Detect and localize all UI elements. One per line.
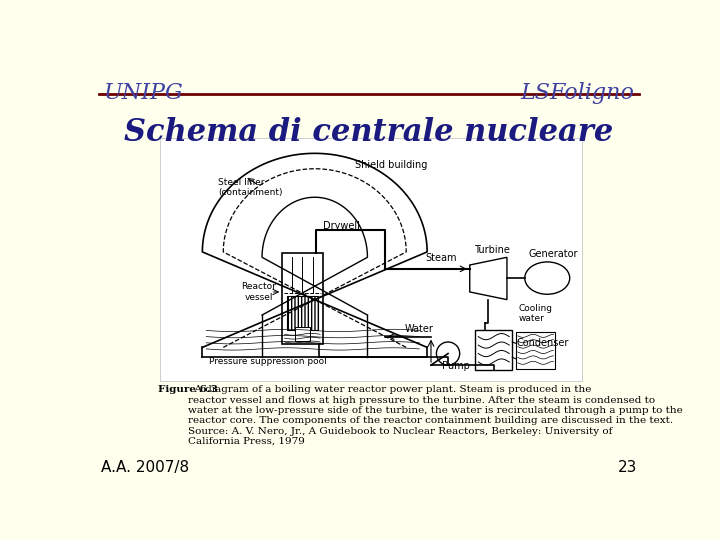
Text: Steam: Steam	[426, 253, 457, 263]
Text: Schema di centrale nucleare: Schema di centrale nucleare	[125, 117, 613, 148]
Ellipse shape	[525, 262, 570, 294]
Bar	[475, 330, 513, 370]
Bar	[294, 327, 310, 341]
Text: Cooling
water: Cooling water	[518, 304, 552, 323]
Text: Pressure suppression pool: Pressure suppression pool	[210, 357, 327, 366]
Bar	[282, 253, 323, 345]
Text: Condenser: Condenser	[516, 338, 569, 348]
Text: Reactor
vessel: Reactor vessel	[241, 282, 276, 302]
Circle shape	[436, 342, 459, 365]
Bar	[516, 332, 555, 369]
Text: 23: 23	[618, 460, 637, 475]
Text: Steel liner
(containment): Steel liner (containment)	[218, 178, 282, 198]
Polygon shape	[469, 257, 507, 300]
Text: A.A. 2007/8: A.A. 2007/8	[101, 460, 189, 475]
Text: Water: Water	[405, 324, 433, 334]
Bar	[287, 296, 318, 330]
Text: Generator: Generator	[528, 248, 578, 259]
Text: Figure 6.3: Figure 6.3	[158, 385, 218, 394]
Text: Pump: Pump	[442, 361, 469, 371]
Text: Shield building: Shield building	[355, 159, 428, 170]
Text: A diagram of a boiling water reactor power plant. Steam is produced in the
react: A diagram of a boiling water reactor pow…	[188, 385, 683, 446]
Text: Drywell: Drywell	[323, 221, 359, 231]
Text: LSFoligno: LSFoligno	[520, 82, 634, 104]
Text: UNIPG: UNIPG	[104, 82, 184, 104]
Bar	[160, 138, 582, 381]
Text: Turbine: Turbine	[474, 246, 510, 255]
